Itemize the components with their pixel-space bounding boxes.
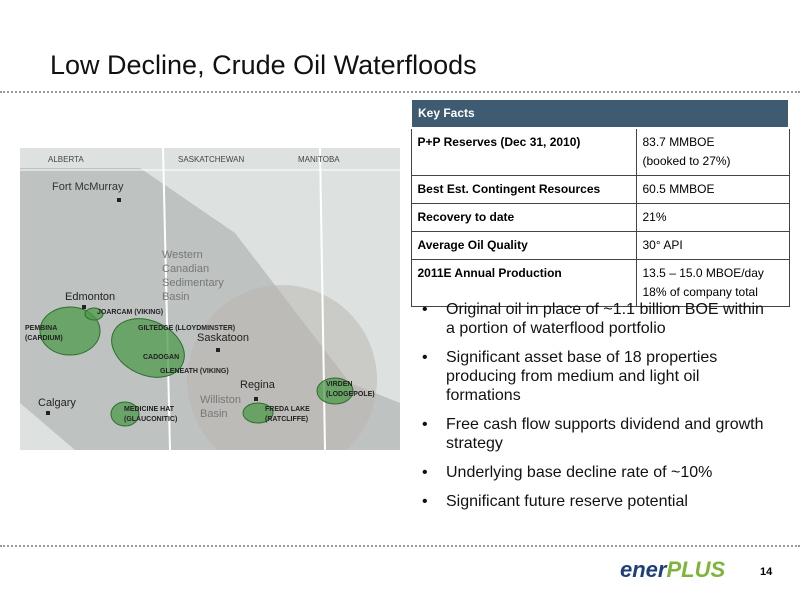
map-label: MEDICINE HAT xyxy=(124,406,175,413)
map-label: Saskatoon xyxy=(197,332,249,344)
fact-value: 13.5 – 15.0 MBOE/day 18% of company total xyxy=(635,259,790,307)
map-label: Williston xyxy=(200,394,241,406)
fact-label: 2011E Annual Production xyxy=(410,259,637,307)
divider xyxy=(0,91,800,93)
fact-value-line: 83.7 MMBOE xyxy=(642,135,715,149)
map-label: FREDA LAKE xyxy=(265,406,310,413)
fact-value-line: 18% of company total xyxy=(642,285,758,299)
slide-title: Low Decline, Crude Oil Waterfloods xyxy=(50,50,477,80)
map-label: (LODGEPOLE) xyxy=(326,391,375,398)
logo: enerPLUS xyxy=(620,557,725,583)
fact-label: P+P Reserves (Dec 31, 2010) xyxy=(410,127,637,176)
fact-label: Best Est. Contingent Resources xyxy=(410,175,637,204)
fact-value-line: (booked to 27%) xyxy=(642,154,731,168)
table-row: P+P Reserves (Dec 31, 2010) 83.7 MMBOE (bo… xyxy=(410,127,790,176)
bullet: Free cash flow supports dividend and gro… xyxy=(418,415,768,453)
key-facts-table: Key Facts P+P Reserves (Dec 31, 2010) 83.7… xyxy=(410,98,790,307)
fact-value: 30° API xyxy=(635,231,790,260)
bullet: Original oil in place of ~1.1 billion BO… xyxy=(418,300,768,338)
map-label: Fort McMurray xyxy=(52,181,124,193)
fact-value-line: 13.5 – 15.0 MBOE/day xyxy=(642,266,764,280)
table-row: 2011E Annual Production 13.5 – 15.0 MBOE/… xyxy=(410,259,790,307)
fact-label: Average Oil Quality xyxy=(410,231,637,260)
map-label: (RATCLIFFE) xyxy=(265,416,308,423)
map-label: GLENEATH (VIKING) xyxy=(160,368,229,375)
fact-value-line: 60.5 MMBOE xyxy=(642,182,715,196)
map-label: SASKATCHEWAN xyxy=(178,155,244,164)
map-label: Western xyxy=(162,249,203,261)
table-row: Average Oil Quality 30° API xyxy=(410,231,790,260)
logo-text: PLUS xyxy=(666,557,726,582)
page-number: 14 xyxy=(760,566,773,578)
fact-value-line: 30° API xyxy=(642,238,683,252)
fact-value-line: 21% xyxy=(642,210,667,224)
map-label: VIRDEN xyxy=(326,381,352,388)
table-row: Key Facts xyxy=(410,98,790,129)
map-label: ALBERTA xyxy=(48,155,84,164)
fact-value: 21% xyxy=(635,203,790,232)
map-label: PEMBINA xyxy=(25,325,57,332)
table-header: Key Facts xyxy=(410,98,790,129)
map-label: Regina xyxy=(240,379,276,391)
map-label: JOARCAM (VIKING) xyxy=(97,309,163,316)
bullet: Underlying base decline rate of ~10% xyxy=(418,463,768,482)
map-label: (CARDIUM) xyxy=(25,335,63,342)
map-label: CADOGAN xyxy=(143,354,179,361)
map: ALBERTA SASKATCHEWAN MANITOBA Fort McMurray… xyxy=(20,148,400,450)
fact-label: Recovery to date xyxy=(410,203,637,232)
bullet-list: Original oil in place of ~1.1 billion BO… xyxy=(418,300,768,521)
map-label: Basin xyxy=(162,291,190,303)
table-row: Recovery to date 21% xyxy=(410,203,790,232)
bullet: Significant asset base of 18 properties … xyxy=(418,348,768,405)
map-label: (GLAUCONITIC) xyxy=(124,416,177,423)
bullet: Significant future reserve potential xyxy=(418,492,768,511)
map-label: Calgary xyxy=(38,397,76,409)
divider xyxy=(0,545,800,547)
map-label: Sedimentary xyxy=(162,277,224,289)
fact-value: 60.5 MMBOE xyxy=(635,175,790,204)
table-row: Best Est. Contingent Resources 60.5 MMBOE xyxy=(410,175,790,204)
map-label: Canadian xyxy=(162,263,209,275)
map-label: Edmonton xyxy=(65,291,115,303)
logo-text: ener xyxy=(620,557,667,582)
map-label: GILTEDGE (LLOYDMINSTER) xyxy=(138,325,235,332)
map-label: Basin xyxy=(200,408,228,420)
map-label: MANITOBA xyxy=(298,155,340,164)
fact-value: 83.7 MMBOE (booked to 27%) xyxy=(635,127,790,176)
